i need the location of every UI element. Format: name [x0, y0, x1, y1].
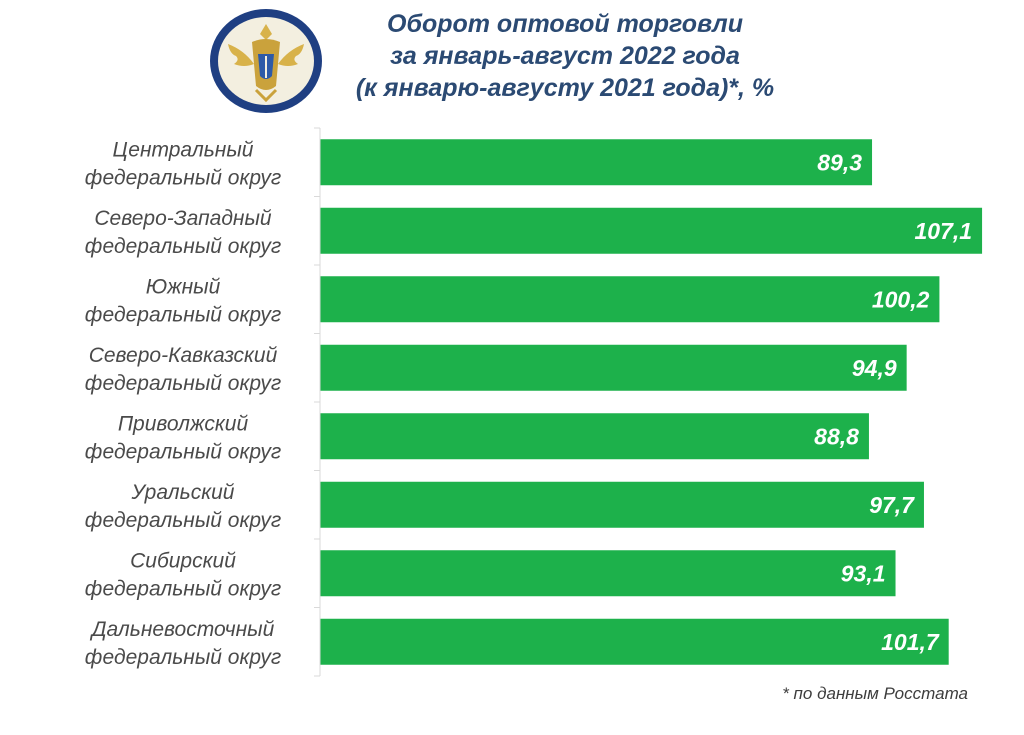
rosstat-emblem: [210, 9, 322, 113]
category-label-line: федеральный округ: [85, 577, 281, 600]
category-label-line: Сибирский: [130, 549, 236, 572]
bar-value-label-1: 89,3: [817, 149, 862, 175]
chart-title-line-1: Оборот оптовой торговли: [387, 10, 743, 38]
bar-value-label-2: 107,1: [915, 218, 973, 244]
category-label-5: Приволжский федеральный округ: [85, 412, 281, 463]
category-label-1: Центральный федеральный округ: [85, 138, 281, 189]
category-label-line: федеральный округ: [85, 235, 281, 258]
bar-2: [320, 207, 983, 254]
category-label-line: федеральный округ: [85, 509, 281, 532]
category-label-4: Северо-Кавказский федеральный округ: [85, 344, 281, 395]
bar-6: [320, 481, 924, 528]
category-label-line: федеральный округ: [85, 646, 281, 669]
category-label-line: Южный: [146, 275, 221, 298]
category-label-3: Южный федеральный округ: [85, 275, 281, 326]
category-label-line: Дальневосточный: [90, 618, 275, 641]
chart-title-line-3: (к январю-августу 2021 года)*, %: [355, 74, 775, 102]
category-label-line: Северо-Западный: [94, 207, 272, 230]
footnote: * по данным Росстата: [782, 684, 968, 703]
category-label-line: Центральный: [113, 138, 254, 161]
category-label-6: Уральский федеральный округ: [85, 481, 281, 532]
bar-value-label-7: 93,1: [841, 560, 886, 586]
bars-layer: [320, 139, 983, 665]
bar-8: [320, 618, 949, 665]
bar-7: [320, 550, 896, 597]
bar-5: [320, 413, 869, 460]
category-label-7: Сибирский федеральный округ: [85, 549, 281, 600]
chart-title: Оборот оптовой торговли за январь-август…: [330, 8, 800, 104]
category-label-line: Северо-Кавказский: [89, 344, 278, 367]
category-label-line: федеральный округ: [85, 303, 281, 326]
bar-4: [320, 344, 907, 391]
bar-value-label-8: 101,7: [881, 629, 940, 655]
axis-ticks-layer: [314, 127, 320, 677]
category-label-line: федеральный округ: [85, 440, 281, 463]
labels-layer: 89,3 Центральный федеральный округ 107,1 Сев…: [85, 138, 972, 669]
category-label-line: федеральный округ: [85, 166, 281, 189]
category-label-line: Уральский: [131, 481, 235, 504]
bar-3: [320, 276, 940, 323]
chart-title-line-2: за январь-август 2022 года: [390, 42, 740, 70]
category-label-8: Дальневосточный федеральный округ: [85, 618, 281, 669]
category-label-line: федеральный округ: [85, 372, 281, 395]
category-label-line: Приволжский: [118, 412, 249, 435]
bar-value-label-3: 100,2: [872, 286, 930, 312]
bar-value-label-6: 97,7: [869, 492, 915, 518]
bar-value-label-5: 88,8: [814, 423, 859, 449]
bar-value-label-4: 94,9: [852, 355, 897, 381]
category-label-2: Северо-Западный федеральный округ: [85, 207, 281, 258]
bar-1: [320, 139, 873, 186]
